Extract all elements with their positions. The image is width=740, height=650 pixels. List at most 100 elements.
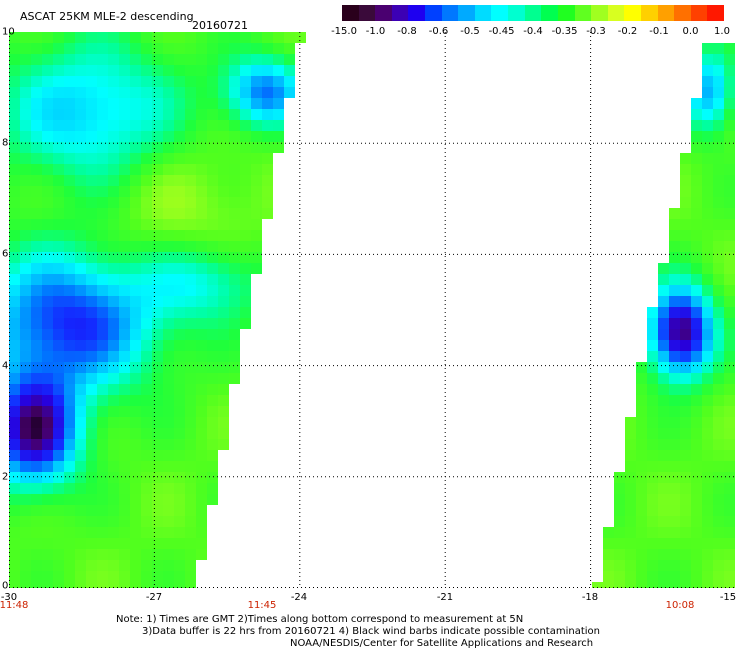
swath-cell (724, 230, 735, 241)
swath-cell (240, 87, 251, 98)
swath-cell (31, 406, 42, 417)
swath-cell (31, 65, 42, 76)
swath-cell (31, 175, 42, 186)
swath-cell (108, 582, 119, 588)
swath-cell (702, 208, 713, 219)
swath-cell (108, 406, 119, 417)
swath-cell (119, 461, 130, 472)
swath-cell (251, 32, 262, 43)
swath-cell (207, 296, 218, 307)
swath-cell (163, 329, 174, 340)
swath-cell (691, 395, 702, 406)
swath-cell (20, 439, 31, 450)
swath-cell (86, 252, 97, 263)
swath-cell (636, 472, 647, 483)
swath-cell (20, 395, 31, 406)
colorbar-tick-label: 0.0 (682, 26, 699, 37)
swath-cell (141, 186, 152, 197)
swath-cell (20, 241, 31, 252)
swath-cell (108, 219, 119, 230)
swath-cell (724, 109, 735, 120)
swath-cell (75, 142, 86, 153)
swath-cell (724, 318, 735, 329)
swath-cell (658, 450, 669, 461)
swath-cell (152, 461, 163, 472)
swath-cell (185, 329, 196, 340)
swath-cell (218, 329, 229, 340)
swath-cell (625, 571, 636, 582)
swath-cell (185, 362, 196, 373)
swath-cell (141, 230, 152, 241)
swath-cell (86, 329, 97, 340)
swath-cell (9, 153, 20, 164)
swath-cell (130, 351, 141, 362)
swath-cell (20, 285, 31, 296)
swath-cell (53, 450, 64, 461)
swath-cell (284, 32, 295, 43)
swath-cell (185, 505, 196, 516)
swath-cell (141, 373, 152, 384)
swath-cell (174, 65, 185, 76)
colorbar-tick-label: -0.6 (428, 26, 449, 37)
swath-cell (108, 142, 119, 153)
swath-cell (658, 483, 669, 494)
swath-cell (141, 197, 152, 208)
colorbar-tick-label: -0.3 (586, 26, 606, 37)
swath-cell (207, 483, 218, 494)
swath-cell (108, 461, 119, 472)
swath-cell (163, 54, 174, 65)
swath-cell (163, 32, 174, 43)
swath-cell (163, 285, 174, 296)
swath-cell (86, 296, 97, 307)
swath-cell (669, 208, 680, 219)
swath-cell (680, 538, 691, 549)
swath-cell (229, 285, 240, 296)
swath-cell (713, 186, 724, 197)
swath-cell (42, 439, 53, 450)
swath-cell (9, 43, 20, 54)
swath-cell (141, 571, 152, 582)
swath-cell (207, 175, 218, 186)
swath-cell (119, 252, 130, 263)
swath-cell (614, 516, 625, 527)
swath-cell (75, 54, 86, 65)
swath-cell (691, 439, 702, 450)
swath-cell (713, 373, 724, 384)
swath-cell (240, 252, 251, 263)
swath-cell (20, 43, 31, 54)
pass-time-label: 11:48 (0, 600, 29, 611)
swath-cell (141, 527, 152, 538)
swath-cell (174, 538, 185, 549)
swath-cell (86, 307, 97, 318)
swath-cell (207, 472, 218, 483)
swath-cell (119, 318, 130, 329)
swath-cell (724, 186, 735, 197)
swath-cell (119, 219, 130, 230)
swath-cell (75, 274, 86, 285)
swath-cell (141, 252, 152, 263)
swath-cell (20, 494, 31, 505)
swath-cell (185, 461, 196, 472)
swath-cell (9, 362, 20, 373)
swath-cell (31, 461, 42, 472)
swath-cell (163, 582, 174, 588)
swath-cell (724, 87, 735, 98)
swath-cell (163, 483, 174, 494)
swath-cell (163, 472, 174, 483)
swath-cell (64, 296, 75, 307)
swath-cell (9, 32, 20, 43)
swath-cell (97, 351, 108, 362)
swath-cell (108, 65, 119, 76)
swath-cell (86, 362, 97, 373)
swath-cell (20, 131, 31, 142)
swath-cell (196, 87, 207, 98)
swath-cell (691, 307, 702, 318)
swath-cell (218, 87, 229, 98)
swath-cell (86, 538, 97, 549)
swath-cell (9, 274, 20, 285)
swath-cell (31, 186, 42, 197)
swath-cell (86, 43, 97, 54)
swath-cell (108, 373, 119, 384)
swath-cell (680, 582, 691, 588)
swath-cell (713, 98, 724, 109)
